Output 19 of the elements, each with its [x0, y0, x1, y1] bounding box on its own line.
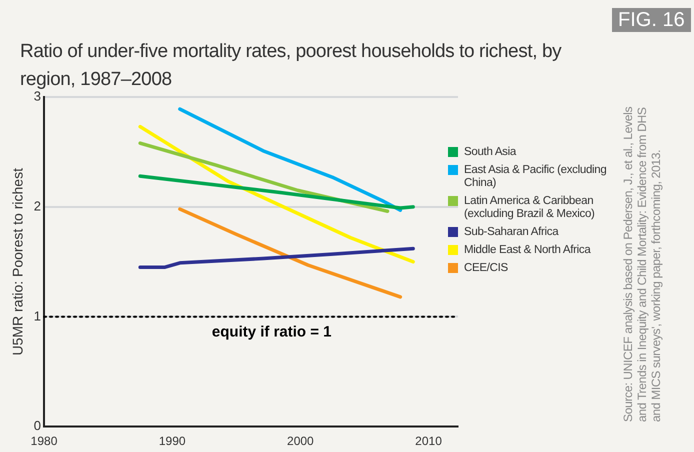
y-tick-label: 2	[34, 198, 42, 214]
y-tick-label: 1	[34, 308, 42, 324]
x-tick-label: 1990	[158, 434, 186, 448]
source-note: Source: UNICEF analysis based on Pedersen, J., et al., Levels and Trends in Inequity and Child Mortality: Evidence from DHS and MICS surveys', working paper, forthcoming, 2013.	[621, 106, 664, 422]
x-tick-label: 1980	[30, 434, 58, 448]
caption: FIG. 16	[612, 8, 691, 32]
ref-line-label: equity if ratio = 1	[212, 323, 332, 340]
y-axis-title: U5MR ratio: Poorest to richest	[9, 168, 26, 356]
chart-title: Ratio of under-five mortality rates, poorest households to richest, by region, 1987–2008	[20, 40, 562, 91]
legend-label: CEE/CIS	[464, 262, 508, 275]
legend-label: South Asia	[464, 146, 516, 159]
legend-label: Latin America & Caribbean (excluding Brazil & Mexico)	[464, 195, 595, 220]
legend-label: Sub-Saharan Africa	[464, 226, 558, 239]
y-tick-label: 0	[34, 418, 42, 434]
x-tick-label: 2000	[287, 434, 314, 448]
legend-label: East Asia & Pacific (excluding China)	[464, 164, 606, 189]
legend-label: Middle East & North Africa	[464, 244, 590, 257]
x-tick-label: 2010	[415, 434, 442, 448]
y-tick-label: 3	[34, 88, 42, 104]
